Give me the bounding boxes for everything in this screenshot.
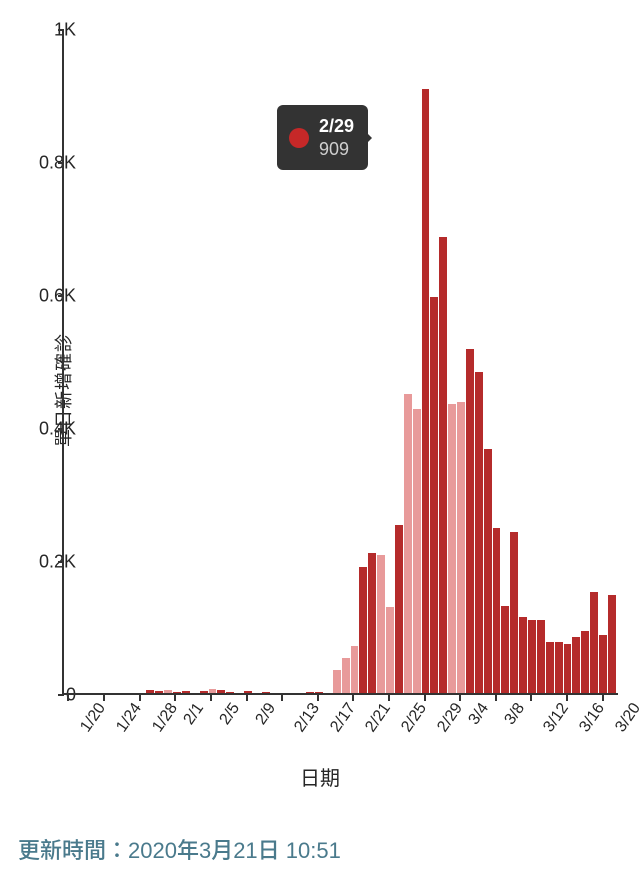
x-tick-label: 2/1: [181, 700, 209, 729]
x-tick-label: 3/4: [466, 700, 494, 729]
bar[interactable]: [439, 237, 447, 693]
x-tick-mark: [210, 695, 212, 701]
update-timestamp: 2020年3月21日 10:51: [128, 838, 341, 863]
x-tick-label: 2/21: [363, 700, 396, 736]
bar[interactable]: [217, 690, 225, 693]
chart-container: 單日新增確診 00.2K0.4K0.6K0.8K1K 1/201/241/282…: [0, 0, 640, 790]
x-tick-label: 2/25: [398, 700, 431, 736]
bar[interactable]: [493, 528, 501, 693]
bar[interactable]: [564, 644, 572, 693]
bar[interactable]: [209, 689, 217, 693]
bar[interactable]: [342, 658, 350, 693]
bar[interactable]: [226, 692, 234, 693]
x-tick-mark: [139, 695, 141, 701]
bar[interactable]: [413, 409, 421, 693]
bar[interactable]: [164, 690, 172, 693]
bar[interactable]: [546, 642, 554, 693]
bar[interactable]: [519, 617, 527, 693]
bar[interactable]: [386, 607, 394, 693]
bar[interactable]: [173, 692, 181, 693]
bar[interactable]: [377, 555, 385, 693]
bar[interactable]: [422, 89, 430, 693]
bar[interactable]: [590, 592, 598, 693]
x-tick-label: 2/9: [252, 700, 280, 729]
x-tick-mark: [246, 695, 248, 701]
x-tick-mark: [388, 695, 390, 701]
bar[interactable]: [155, 691, 163, 693]
tooltip-date: 2/29: [319, 115, 354, 138]
x-tick-mark: [424, 695, 426, 701]
x-tick-mark: [317, 695, 319, 701]
bar[interactable]: [368, 553, 376, 693]
bar[interactable]: [457, 402, 465, 693]
x-tick-label: 2/5: [216, 700, 244, 729]
bar[interactable]: [182, 691, 190, 693]
x-tick-mark: [352, 695, 354, 701]
x-tick-label: 2/17: [327, 700, 360, 736]
bar[interactable]: [351, 646, 359, 693]
x-tick-mark: [281, 695, 283, 701]
bar[interactable]: [404, 394, 412, 693]
bar[interactable]: [448, 404, 456, 693]
bar[interactable]: [510, 532, 518, 693]
x-tick-mark: [566, 695, 568, 701]
bar[interactable]: [244, 691, 252, 693]
bar[interactable]: [555, 642, 563, 693]
bar[interactable]: [306, 692, 314, 693]
x-tick-mark: [103, 695, 105, 701]
bar[interactable]: [581, 631, 589, 693]
x-tick-label: 3/16: [576, 700, 609, 736]
x-tick-mark: [495, 695, 497, 701]
tooltip-text: 2/29 909: [319, 115, 354, 160]
x-tick-mark: [530, 695, 532, 701]
update-prefix: 更新時間：: [18, 838, 128, 863]
tooltip: 2/29 909: [277, 105, 368, 170]
bar[interactable]: [501, 606, 509, 693]
bar[interactable]: [528, 620, 536, 693]
x-tick-label: 2/29: [434, 700, 467, 736]
bar[interactable]: [466, 349, 474, 693]
x-tick-label: 1/24: [113, 700, 146, 736]
x-tick-label: 2/13: [291, 700, 324, 736]
x-tick-label: 3/20: [612, 700, 640, 736]
bar[interactable]: [572, 637, 580, 693]
bar[interactable]: [333, 670, 341, 693]
bar[interactable]: [146, 690, 154, 693]
bar[interactable]: [484, 449, 492, 693]
x-tick-mark: [67, 695, 69, 701]
bar[interactable]: [537, 620, 545, 693]
x-axis-label: 日期: [0, 762, 640, 791]
tooltip-dot-icon: [289, 128, 309, 148]
bar[interactable]: [315, 692, 323, 693]
tooltip-value: 909: [319, 138, 354, 161]
x-tick-label: 3/12: [541, 700, 574, 736]
update-time: 更新時間：2020年3月21日 10:51: [18, 833, 341, 865]
bar[interactable]: [200, 691, 208, 693]
x-tick-label: 1/28: [149, 700, 182, 736]
bar[interactable]: [430, 297, 438, 693]
x-tick-label: 3/8: [501, 700, 529, 729]
x-tick-label: 1/20: [78, 700, 111, 736]
bar[interactable]: [395, 525, 403, 693]
bar[interactable]: [608, 595, 616, 693]
x-tick-mark: [459, 695, 461, 701]
x-tick-mark: [174, 695, 176, 701]
bar[interactable]: [359, 567, 367, 693]
bar[interactable]: [475, 372, 483, 693]
x-tick-mark: [602, 695, 604, 701]
bar[interactable]: [262, 692, 270, 693]
bar[interactable]: [599, 635, 607, 693]
